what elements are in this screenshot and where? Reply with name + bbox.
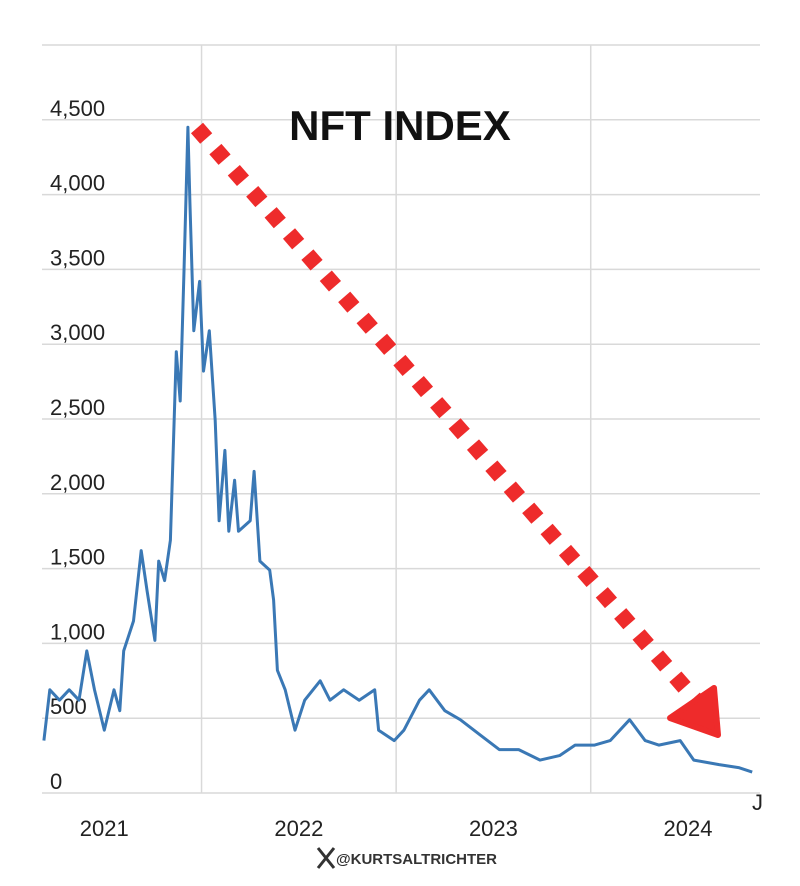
y-tick-label: 0	[50, 769, 62, 794]
x-tick-label: 2024	[664, 816, 713, 841]
y-tick-label: 2,000	[50, 470, 105, 495]
y-tick-label: 3,000	[50, 320, 105, 345]
y-tick-label: 2,500	[50, 395, 105, 420]
y-tick-label: 3,500	[50, 245, 105, 270]
trend-arrowhead	[667, 685, 721, 738]
x-tick-label: 2022	[274, 816, 323, 841]
footer-credit: @KURTSALTRICHTER	[336, 851, 497, 868]
data-line	[42, 125, 753, 774]
x-tick-label: 2023	[469, 816, 518, 841]
y-tick-label: 1,000	[50, 619, 105, 644]
x-logo	[316, 847, 336, 869]
y-tick-label: 4,000	[50, 171, 105, 196]
y-tick-label: 4,500	[50, 96, 105, 121]
footer-logo	[316, 847, 336, 869]
x-tick-label: 2021	[80, 816, 129, 841]
chart-title: NFT INDEX	[289, 102, 511, 149]
y-tick-label: 1,500	[50, 545, 105, 570]
edge-label: J	[752, 790, 763, 815]
trend-arrow	[190, 122, 707, 711]
plot: 05001,0001,5002,0002,5003,0003,5004,0004…	[42, 44, 760, 841]
